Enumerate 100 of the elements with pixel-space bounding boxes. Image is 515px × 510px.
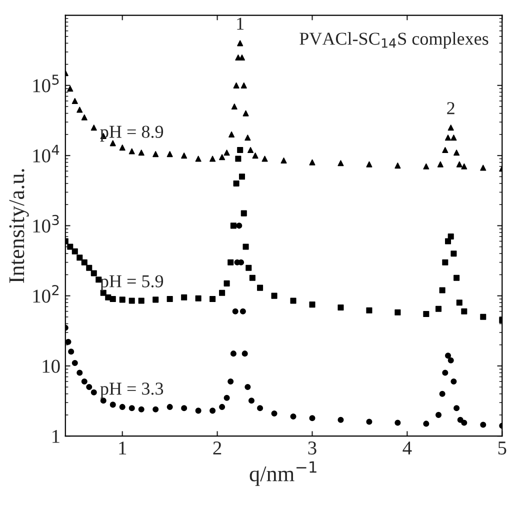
point xyxy=(423,310,430,318)
point xyxy=(119,404,126,410)
point xyxy=(435,306,442,312)
point xyxy=(290,298,296,304)
point xyxy=(366,307,372,314)
point xyxy=(456,161,462,168)
point xyxy=(181,405,188,412)
point xyxy=(90,124,97,131)
point xyxy=(246,264,252,271)
point xyxy=(237,146,244,154)
point xyxy=(238,174,246,180)
point xyxy=(448,124,454,131)
point xyxy=(119,296,126,303)
point xyxy=(195,295,202,302)
annotation: 2 xyxy=(447,102,454,114)
point xyxy=(309,159,316,166)
point xyxy=(228,131,235,138)
point xyxy=(81,114,88,120)
y-tick-label: 10$^{2}$ xyxy=(33,284,58,303)
point xyxy=(232,308,238,314)
point xyxy=(257,405,264,412)
point xyxy=(138,298,144,304)
point xyxy=(454,150,460,156)
point xyxy=(224,150,230,156)
point xyxy=(480,164,486,171)
point xyxy=(237,40,244,46)
point xyxy=(68,348,74,355)
point xyxy=(195,408,202,414)
point xyxy=(423,420,430,427)
point xyxy=(442,146,448,154)
point xyxy=(152,406,159,412)
point xyxy=(338,304,344,311)
y-tick-label: 10 xyxy=(42,360,60,373)
point xyxy=(233,180,240,186)
x-tick-label: 1 xyxy=(119,442,126,454)
point xyxy=(242,110,249,116)
point xyxy=(181,294,188,300)
point xyxy=(195,156,202,162)
point xyxy=(81,259,88,266)
point xyxy=(210,296,216,302)
point xyxy=(480,314,486,320)
annotation: 1 xyxy=(237,18,244,30)
point xyxy=(366,161,372,168)
point xyxy=(271,410,278,416)
y-tick-label: 10$^{5}$ xyxy=(33,74,59,92)
point xyxy=(240,82,247,88)
y-tick-label: 10$^{4}$ xyxy=(33,144,60,162)
point xyxy=(76,106,83,113)
point xyxy=(437,161,444,168)
point xyxy=(166,296,173,302)
point xyxy=(110,402,116,408)
point xyxy=(454,274,460,281)
point xyxy=(248,398,255,404)
point xyxy=(262,156,268,162)
x-tick-label: 3 xyxy=(308,442,316,455)
point xyxy=(90,389,97,396)
point xyxy=(90,270,97,276)
point xyxy=(128,298,135,304)
x-tick-label: 4 xyxy=(402,442,412,454)
point xyxy=(309,415,316,422)
point xyxy=(110,296,116,302)
point xyxy=(76,254,83,261)
point xyxy=(309,302,316,308)
point xyxy=(394,309,401,316)
point xyxy=(72,98,78,104)
point xyxy=(439,287,446,294)
point xyxy=(65,338,72,345)
point xyxy=(128,405,135,412)
point xyxy=(448,234,454,240)
point xyxy=(219,290,226,296)
point xyxy=(240,210,247,216)
point xyxy=(423,163,430,170)
point xyxy=(72,248,78,254)
point xyxy=(181,152,188,159)
point xyxy=(72,360,78,366)
point xyxy=(76,370,83,376)
point xyxy=(152,151,159,158)
y-tick-label: 10$^{3}$ xyxy=(33,214,59,233)
point xyxy=(444,134,452,141)
point xyxy=(230,350,236,357)
point xyxy=(242,244,249,250)
point xyxy=(233,82,240,88)
point xyxy=(338,416,344,423)
point xyxy=(290,413,296,420)
point xyxy=(219,404,226,410)
point xyxy=(461,420,468,426)
point xyxy=(119,144,126,151)
x-tick-label: 2 xyxy=(213,442,222,454)
point xyxy=(439,390,446,397)
point xyxy=(240,308,246,314)
point xyxy=(461,163,468,170)
point xyxy=(230,222,236,229)
point xyxy=(480,422,486,428)
annotation: pH = 3.3 xyxy=(100,382,164,398)
point xyxy=(138,406,144,412)
point xyxy=(444,352,452,359)
point xyxy=(86,264,92,271)
point xyxy=(366,418,372,425)
point xyxy=(242,350,248,357)
y-axis-title: Intensity/a.u. xyxy=(9,169,29,283)
